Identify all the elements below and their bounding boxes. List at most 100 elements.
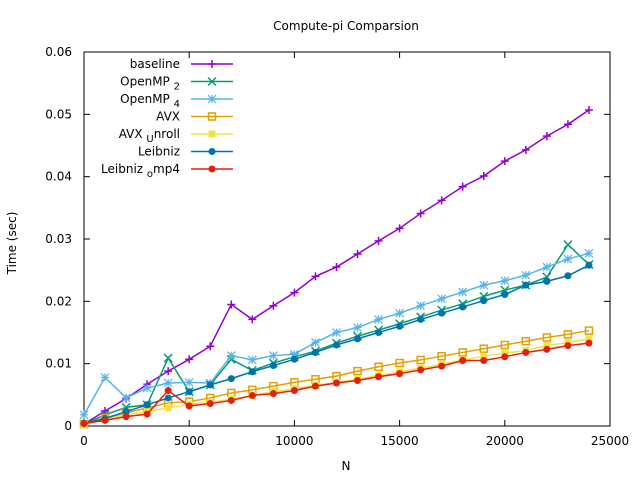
data-point [164, 404, 172, 412]
data-point [417, 366, 425, 374]
data-point [500, 340, 510, 350]
data-point [375, 373, 383, 381]
data-point [543, 342, 551, 350]
legend-item: baseline [130, 57, 233, 71]
legend-label: Leibniz [138, 145, 180, 159]
x-tick-label: 10000 [275, 434, 313, 448]
axis-ticks: 0 5000 10000 15000 20000 25000 0 0.01 0.02 0.03 0.… [45, 45, 629, 448]
data-point [395, 358, 404, 368]
data-point [142, 383, 152, 393]
data-point [374, 236, 383, 245]
data-point [185, 355, 194, 364]
data-point [395, 308, 405, 318]
data-point [311, 272, 320, 281]
data-point [164, 367, 173, 376]
data-point [522, 281, 530, 289]
data-point [374, 362, 383, 372]
data-point [248, 315, 257, 324]
legend-marker [208, 148, 216, 155]
data-point [458, 182, 467, 191]
legend-item: Leibniz [138, 145, 233, 159]
data-point [227, 396, 235, 404]
data-point [311, 382, 319, 390]
data-point [289, 349, 299, 359]
y-tick-label: 0 [64, 419, 72, 433]
data-point [521, 145, 530, 154]
data-point [332, 263, 341, 272]
legend-item: AVX Unroll [119, 127, 233, 145]
data-point [437, 351, 446, 361]
data-point [416, 355, 425, 365]
data-point [332, 341, 340, 349]
data-point [459, 303, 467, 311]
legend-label: AVX [156, 110, 180, 124]
data-point [311, 338, 320, 347]
data-point [584, 105, 593, 114]
data-point [563, 254, 573, 264]
legend-marker [208, 165, 216, 173]
data-point [501, 353, 509, 361]
legend-label: Leibniz omp4 [101, 162, 180, 180]
data-point [290, 386, 298, 394]
data-point [585, 261, 593, 269]
data-point [227, 375, 235, 383]
data-point [80, 420, 88, 428]
y-tick-label: 0.03 [45, 232, 72, 246]
x-tick-label: 0 [80, 434, 88, 448]
x-axis-label: N [342, 459, 351, 473]
data-point [332, 328, 341, 337]
data-point [101, 416, 109, 424]
data-point [290, 355, 298, 363]
data-point [522, 348, 530, 356]
data-point [290, 288, 299, 297]
legend-label: OpenMP 2 [120, 75, 180, 93]
chart-title: Compute-pi Comparsion [273, 19, 419, 33]
data-point [501, 349, 509, 357]
data-point [480, 297, 488, 305]
data-point [374, 314, 383, 324]
legend-label: OpenMP 4 [120, 92, 180, 110]
data-point [121, 393, 131, 403]
x-tick-label: 25000 [591, 434, 629, 448]
data-point [353, 323, 362, 332]
data-point [163, 378, 173, 388]
legend-label: baseline [130, 57, 180, 71]
x-tick-label: 5000 [174, 434, 205, 448]
data-point [206, 400, 214, 408]
data-point [269, 301, 278, 310]
data-point [396, 370, 404, 378]
data-point [269, 362, 277, 370]
data-point [122, 413, 130, 421]
data-point [459, 357, 467, 365]
data-point [79, 410, 89, 420]
data-point [479, 172, 488, 181]
data-point [480, 357, 488, 365]
data-point [206, 342, 215, 351]
data-point [164, 394, 172, 402]
series-line [83, 329, 590, 425]
data-point [353, 366, 362, 376]
data-point [542, 333, 552, 342]
legend-item: AVX [156, 110, 233, 124]
data-point [584, 326, 594, 335]
data-point [417, 315, 425, 323]
legend-marker [207, 76, 217, 87]
data-point [500, 276, 510, 286]
legend-item: Leibniz omp4 [101, 162, 233, 180]
data-point [185, 402, 193, 410]
data-point [563, 240, 573, 250]
legend-label: AVX Unroll [119, 127, 180, 145]
legend-marker [208, 130, 216, 138]
data-point [247, 355, 257, 365]
data-point [185, 388, 193, 396]
series-openmp-4 [79, 248, 594, 420]
data-point [353, 249, 362, 258]
series-leibniz [80, 261, 593, 428]
data-point [226, 351, 236, 360]
legend-marker [208, 60, 216, 68]
data-point [143, 401, 151, 409]
data-point [584, 248, 594, 258]
x-tick-label: 15000 [381, 434, 419, 448]
